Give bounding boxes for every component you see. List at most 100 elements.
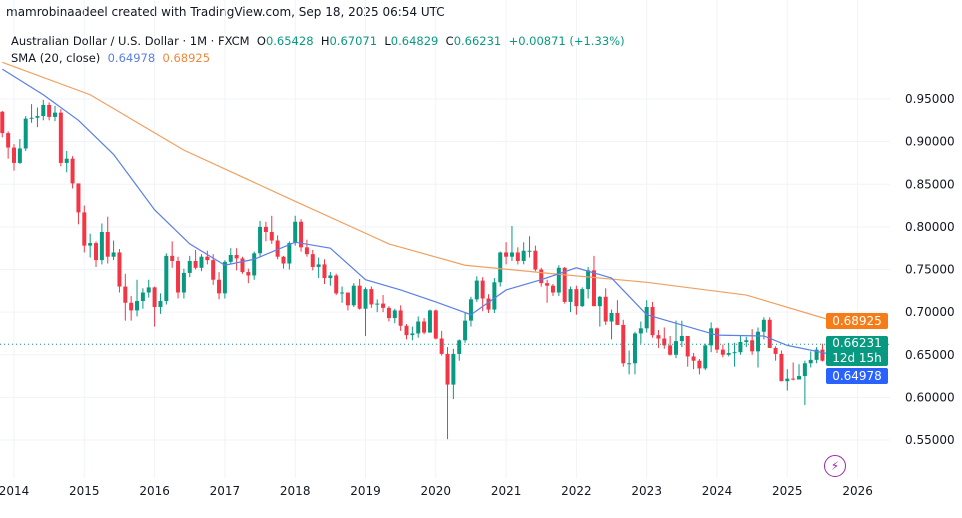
lightning-icon[interactable]: ⚡: [824, 455, 846, 477]
candle-body: [76, 183, 81, 213]
x-tick-label: 2016: [139, 484, 170, 498]
candle-body: [123, 286, 128, 303]
candle-body: [756, 331, 761, 352]
high-value: 0.67071: [329, 34, 378, 48]
candle-body: [644, 307, 649, 329]
candle-body: [170, 255, 175, 261]
candle-body: [135, 301, 140, 311]
candle-body: [627, 363, 632, 365]
sma-blue-value: 0.64978: [107, 51, 156, 65]
candle-body: [334, 275, 339, 294]
candle-body: [767, 319, 772, 348]
low-label: L: [384, 34, 391, 48]
candle-body: [228, 255, 233, 262]
candle-body: [351, 285, 356, 306]
x-tick-label: 2025: [772, 484, 803, 498]
candle-body: [427, 310, 432, 333]
candle-body: [550, 285, 555, 293]
candle-body: [398, 310, 403, 326]
candle-body: [597, 296, 602, 307]
x-tick-label: 2022: [561, 484, 592, 498]
candle-body: [381, 303, 386, 308]
candle-body: [779, 353, 784, 382]
candle-body: [222, 261, 227, 294]
candle-body: [703, 345, 708, 369]
candle-body: [187, 260, 192, 273]
candle-body: [263, 226, 268, 232]
candle-body: [94, 243, 99, 261]
sma-blue-line: [1, 68, 835, 356]
sma-orange-line: [2, 61, 835, 322]
candle-body: [369, 289, 374, 305]
grid: [0, 0, 890, 478]
candle-body: [111, 252, 116, 257]
candle-body: [732, 352, 737, 354]
candle-body: [199, 256, 204, 268]
candle-body: [621, 324, 626, 364]
candle-body: [586, 270, 591, 290]
x-tick-label: 2015: [69, 484, 100, 498]
candle-body: [304, 247, 309, 255]
candle-body: [64, 158, 69, 163]
x-tick-label: 2020: [420, 484, 452, 498]
candle-body: [562, 267, 567, 302]
candle-body: [632, 333, 637, 364]
candle-body: [668, 345, 673, 355]
candle-body: [715, 328, 719, 350]
price-axis: 0.95000 0.90000 0.85000 0.80000 0.75000 0.700…: [905, 92, 955, 447]
candle-body: [574, 289, 579, 307]
symbol-title[interactable]: Australian Dollar / U.S. Dollar · 1M · F…: [11, 34, 250, 48]
candle-body: [140, 292, 145, 302]
y-tick-label: 0.70000: [905, 305, 955, 319]
legend: Australian Dollar / U.S. Dollar · 1M · F…: [11, 33, 625, 67]
y-tick-label: 0.60000: [905, 390, 955, 404]
sma-row: SMA (20, close) 0.64978 0.68925: [11, 50, 625, 67]
candle-body: [99, 231, 104, 261]
candle-body: [521, 250, 526, 261]
candles: [0, 99, 837, 440]
y-tick-label: 0.90000: [905, 135, 955, 149]
candle-body: [340, 292, 345, 294]
x-tick-label: 2024: [701, 484, 733, 498]
candle-body: [615, 312, 620, 325]
candle-body: [515, 252, 520, 261]
candle-body: [709, 328, 714, 346]
candle-body: [287, 243, 292, 264]
candle-body: [82, 212, 87, 246]
candle-body: [591, 270, 596, 307]
candle-body: [70, 158, 75, 184]
candle-body: [404, 325, 409, 336]
y-tick-label: 0.65000: [905, 348, 955, 362]
candle-body: [0, 111, 5, 134]
candle-body: [275, 240, 280, 257]
sma-label[interactable]: SMA (20, close): [11, 51, 101, 65]
candle-body: [761, 319, 766, 332]
candle-body: [23, 118, 28, 149]
candle-body: [685, 335, 690, 357]
candle-body: [281, 256, 286, 264]
sma-blue-badge: 0.64978: [826, 368, 888, 385]
candle-body: [609, 312, 614, 322]
candle-body: [480, 280, 485, 299]
candle-body: [533, 250, 538, 270]
price-badge-value: 0.66231: [832, 336, 882, 351]
candle-body: [269, 231, 274, 241]
y-tick-label: 0.95000: [905, 92, 955, 106]
candle-body: [205, 256, 210, 261]
close-label: C: [445, 34, 454, 48]
candle-body: [445, 353, 450, 385]
change-value: +0.00871 (+1.33%): [508, 34, 625, 48]
candle-body: [504, 252, 509, 257]
candle-body: [258, 226, 263, 254]
open-value: 0.65428: [265, 34, 314, 48]
candle-body: [463, 320, 468, 341]
candle-body: [316, 264, 321, 267]
candle-body: [539, 269, 544, 284]
candle-body: [88, 243, 93, 246]
candle-body: [468, 299, 473, 321]
sma-orange-badge: 0.68925: [826, 313, 888, 330]
candle-body: [416, 321, 421, 334]
candle-body: [433, 310, 438, 339]
candle-body: [662, 338, 667, 346]
